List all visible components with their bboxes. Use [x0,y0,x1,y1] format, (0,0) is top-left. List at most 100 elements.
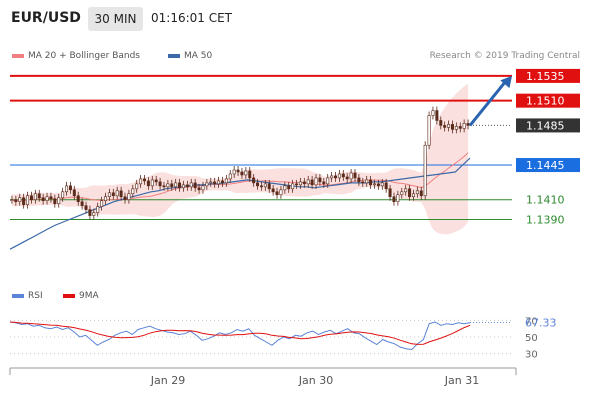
candle-body [41,197,45,202]
level-labels-layer: 1.1535 1.1510 1.1485 1.1445 1.1410 1.1390 [516,68,580,227]
level-value-price: 1.1485 [526,119,565,132]
candle-body [61,191,65,199]
candle-body [306,179,310,185]
candle-body [411,193,415,198]
candle-body [228,173,232,180]
candle-body [447,124,451,128]
candle-body [178,182,182,189]
legend-ma50: MA 50 [168,51,212,61]
legend-ma20-label: MA 20 + Bollinger Bands [28,51,140,61]
candle-body [80,201,84,206]
candle-body [431,110,435,116]
candle-body [404,188,408,193]
chart-header: EUR/USD 30 MIN 01:16:01 CET [0,0,590,36]
candle-body [372,183,376,186]
candle-body [115,190,119,197]
candles-layer [10,106,470,220]
candle-body [100,200,104,207]
ma50-line [9,157,471,250]
candle-body [271,188,275,193]
level-tag-pivot [516,158,580,173]
candle-body [213,181,217,185]
level-value-support: 1.1390 [526,214,565,227]
level-value-support: 1.1410 [526,194,565,207]
candle-body [150,179,154,187]
bollinger-band-layer [11,83,469,235]
candle-body [326,177,330,185]
candle-body [380,182,384,187]
candle-body [353,172,357,179]
candle-body [181,184,185,189]
candle-body [76,195,80,202]
candle-body [263,183,267,188]
candle-body [376,183,380,187]
candle-body [174,182,178,188]
x-tick-label: Jan 31 [444,374,479,387]
candle-body [427,115,431,146]
ma50-swatch [168,53,180,58]
legend-rsi-ma-label: 9MA [79,291,99,301]
candle-body [302,181,306,185]
candle-body [450,124,454,130]
candle-body [462,123,466,129]
candle-body [310,179,314,186]
candle-body [458,126,462,129]
candle-body [162,185,166,188]
candle-body [26,195,30,205]
candle-body [185,184,189,188]
legend-rsi: RSI [12,291,43,301]
candle-body [267,183,271,190]
candle-body [443,125,447,128]
instrument-title: EUR/USD [11,10,81,26]
candle-body [29,195,33,201]
candle-body [345,176,349,180]
ma20-swatch [12,53,24,58]
rsi-ma-swatch [63,293,75,298]
candle-body [341,173,345,178]
candle-body [236,169,240,173]
rsi-panel: 70 50 30 67.33 [9,316,557,361]
candle-body [396,194,400,202]
legend-ma20: MA 20 + Bollinger Bands [12,51,140,61]
level-tag-support [516,212,580,227]
legend-rsi-ma: 9MA [63,291,99,301]
candle-body [400,191,404,196]
level-tag-support [516,192,580,207]
candle-body [10,199,14,202]
candle-body [415,190,419,195]
candle-body [107,192,111,198]
candle-body [439,120,443,126]
timeframe-badge[interactable]: 30 MIN [88,7,143,31]
candle-body [232,169,236,175]
candle-body [84,205,88,210]
candle-body [104,196,108,202]
candle-body [154,179,158,183]
candle-body [131,188,135,195]
candle-body [318,177,322,183]
candle-body [57,197,61,204]
candle-body [240,171,244,176]
candle-body [123,196,127,201]
candle-body [146,180,150,187]
candle-body [220,180,224,184]
rsi-tick-label: 50 [525,333,538,344]
copyright-notice: Research © 2019 Trading Central [429,51,580,61]
candle-body [369,179,373,186]
candle-body [33,193,37,201]
candle-body [361,181,365,184]
candle-body [18,197,22,202]
candle-body [127,193,131,201]
candle-body [111,192,115,197]
rsi-ma-line [9,321,471,345]
forecast-arrow-layer [468,75,512,127]
candle-body [279,189,283,196]
candle-body [357,177,361,183]
candle-body [193,182,197,189]
candle-body [96,206,100,213]
candle-body [37,193,41,199]
candle-body [248,170,252,179]
timestamp: 01:16:01 CET [151,11,232,25]
forecast-arrow [468,79,508,127]
